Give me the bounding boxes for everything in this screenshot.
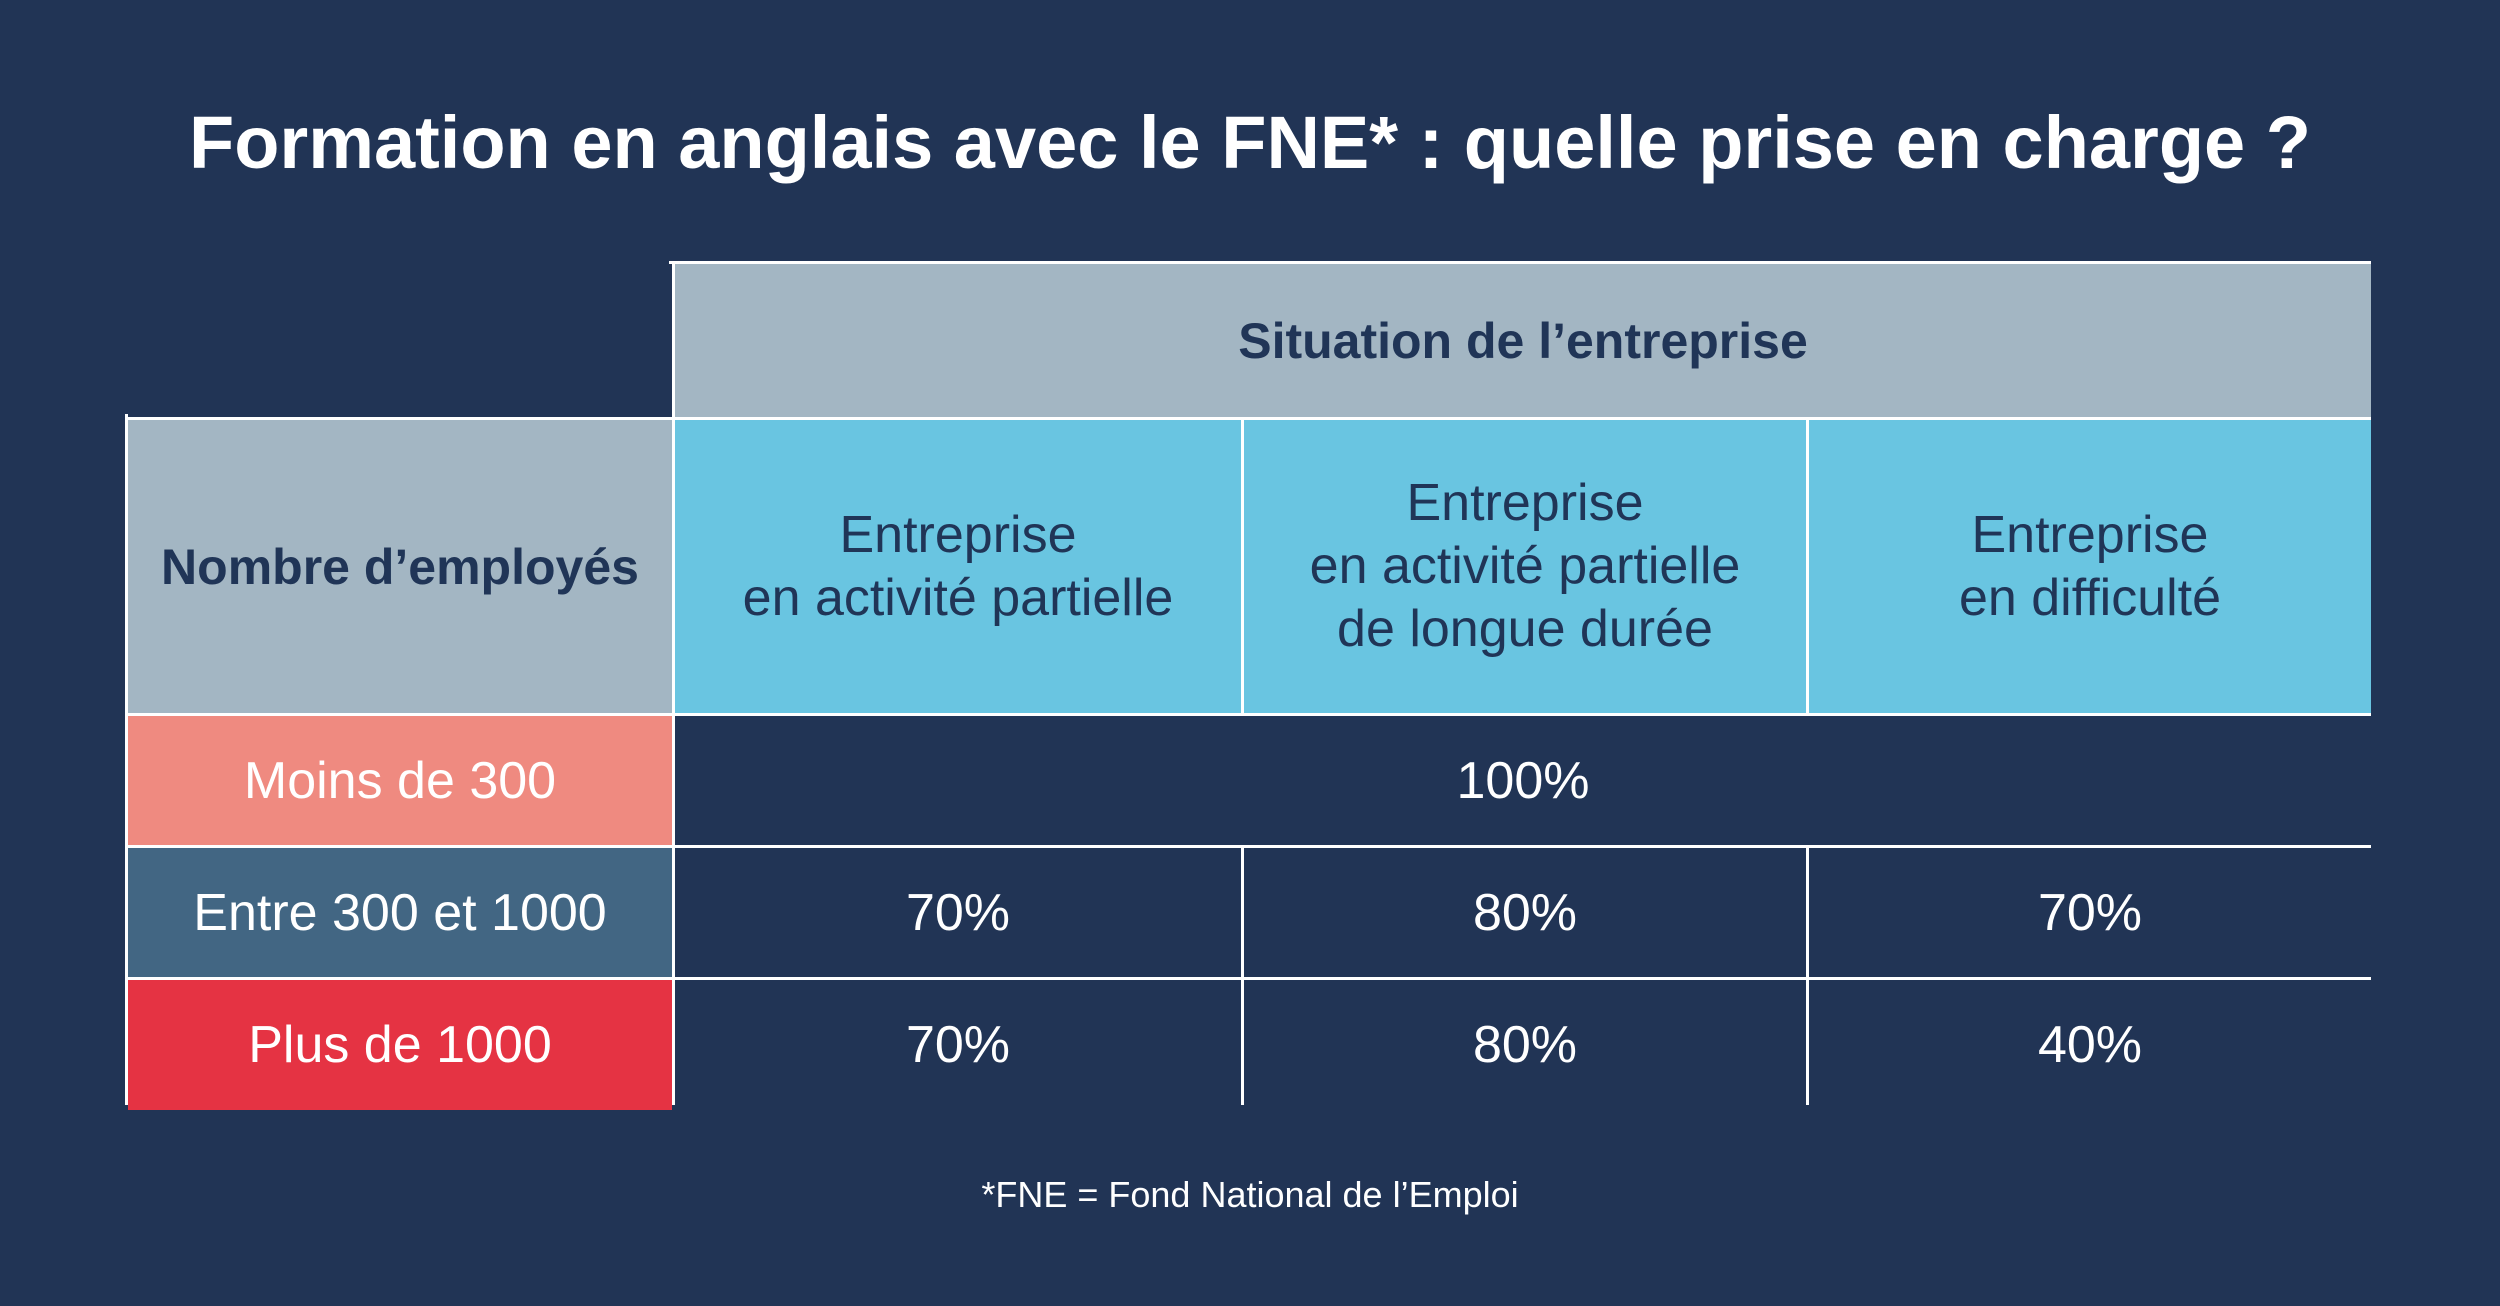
employees-header: Nombre d’employés: [128, 420, 672, 713]
support-table: Situation de l’entreprise Nombre d’emplo…: [128, 264, 2371, 1110]
value-300-1000-partial: 70%: [675, 848, 1241, 977]
row-label-over-1000: Plus de 1000: [128, 980, 672, 1110]
table-corner: [128, 264, 672, 417]
value-300-1000-long-partial: 80%: [1244, 848, 1806, 977]
chart-title: Formation en anglais avec le FNE* : quel…: [189, 101, 2311, 184]
column-header-difficulty: Entreprise en difficulté: [1809, 420, 2371, 713]
row-label-300-1000: Entre 300 et 1000: [128, 848, 672, 977]
value-over-1000-partial: 70%: [675, 980, 1241, 1110]
footnote: *FNE = Fond National de l’Emploi: [981, 1174, 1519, 1215]
row-label-under-300: Moins de 300: [128, 716, 672, 845]
value-over-1000-difficulty: 40%: [1809, 980, 2371, 1110]
value-under-300-all: 100%: [675, 716, 2371, 845]
column-header-long-partial-activity: Entreprise en activité partielle de long…: [1244, 420, 1806, 713]
value-300-1000-difficulty: 70%: [1809, 848, 2371, 977]
value-over-1000-long-partial: 80%: [1244, 980, 1806, 1110]
situation-header: Situation de l’entreprise: [675, 264, 2371, 417]
column-header-partial-activity: Entreprise en activité partielle: [675, 420, 1241, 713]
